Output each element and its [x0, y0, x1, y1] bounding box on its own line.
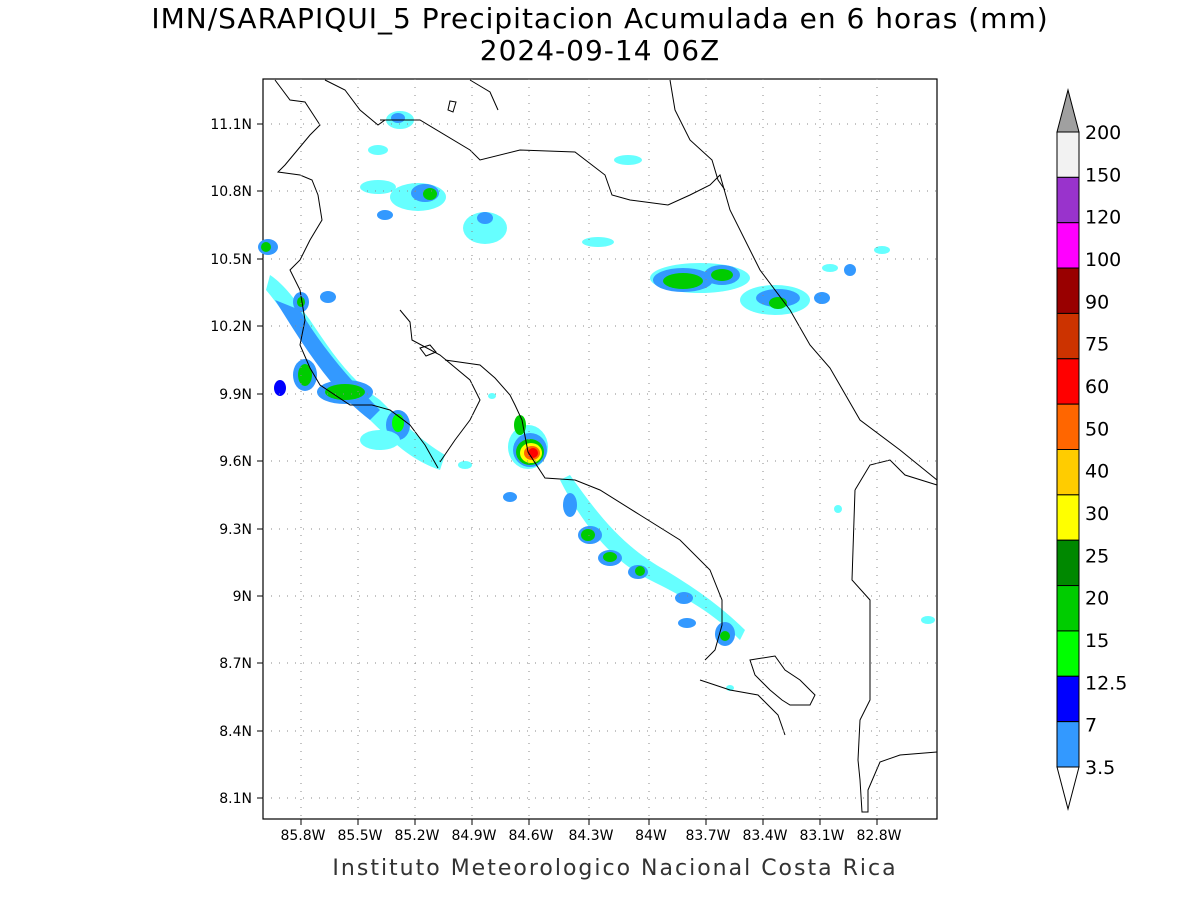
colorbar-label: 50 — [1085, 418, 1109, 440]
colorbar-swatch — [1056, 267, 1080, 314]
colorbar-label: 40 — [1085, 461, 1109, 483]
lat-label: 9N — [233, 589, 252, 605]
lat-label: 11.1N — [210, 117, 252, 133]
colorbar-label: 75 — [1085, 334, 1109, 356]
lat-label: 8.1N — [219, 791, 252, 807]
precipitation-field — [258, 111, 935, 691]
colorbar-label: 3.5 — [1085, 757, 1115, 779]
lat-label: 8.4N — [219, 724, 252, 740]
colorbar-swatch — [1056, 539, 1080, 587]
colorbar-swatch — [1056, 494, 1080, 541]
colorbar-label: 150 — [1085, 164, 1121, 186]
colorbar-lower-triangle — [1056, 766, 1080, 811]
lon-label: 83.1W — [799, 828, 844, 844]
colorbar-label: 200 — [1085, 122, 1121, 144]
colorbar-swatch — [1056, 403, 1080, 450]
colorbar-label: 120 — [1085, 207, 1121, 229]
lon-label: 85.8W — [280, 828, 325, 844]
lat-label: 9.3N — [219, 522, 252, 538]
colorbar-swatch — [1056, 358, 1080, 405]
colorbar-label: 30 — [1085, 503, 1109, 525]
colorbar-label: 100 — [1085, 249, 1121, 271]
lon-label: 84.6W — [508, 828, 553, 844]
colorbar-swatch — [1056, 312, 1080, 360]
lat-label: 10.2N — [210, 319, 252, 335]
colorbar-label: 60 — [1085, 376, 1109, 398]
lon-label: 85.2W — [394, 828, 439, 844]
colorbar-swatch — [1056, 630, 1080, 677]
lon-label: 84.9W — [451, 828, 496, 844]
colorbar-label: 15 — [1085, 630, 1109, 652]
latitude-labels: 11.1N 10.8N 10.5N 10.2N 9.9N 9.6N 9.3N 9… — [210, 117, 252, 807]
longitude-labels: 85.8W 85.5W 85.2W 84.9W 84.6W 84.3W 84W … — [280, 828, 901, 844]
lat-label: 8.7N — [219, 656, 252, 672]
colorbar-swatch — [1056, 585, 1080, 632]
colorbar-label: 7 — [1085, 715, 1097, 737]
colorbar-legend: 200 150 120 100 90 75 60 50 40 30 25 20 15 12.5 7 3.5 — [1056, 88, 1127, 811]
institution-credit: Instituto Meteorologico Nacional Costa R… — [332, 856, 898, 881]
colorbar-swatch — [1056, 222, 1080, 269]
graticule — [263, 79, 937, 819]
colorbar-swatch — [1056, 675, 1080, 723]
colorbar-swatch — [1056, 721, 1080, 768]
lon-label: 84W — [635, 828, 667, 844]
lon-label: 82.8W — [856, 828, 901, 844]
coastlines — [274, 79, 938, 813]
colorbar-label: 20 — [1085, 588, 1109, 610]
colorbar-label: 90 — [1085, 291, 1109, 313]
colorbar-swatch — [1056, 449, 1080, 496]
lat-label: 10.8N — [210, 184, 252, 200]
colorbar-swatch — [1056, 176, 1080, 224]
colorbar-upper-triangle — [1056, 88, 1080, 133]
colorbar-swatch — [1056, 131, 1080, 178]
lat-label: 10.5N — [210, 252, 252, 268]
lat-label: 9.9N — [219, 387, 252, 403]
lon-label: 83.4W — [742, 828, 787, 844]
lon-label: 85.5W — [337, 828, 382, 844]
map-title: IMN/SARAPIQUI_5 Precipitacion Acumulada … — [151, 2, 1049, 35]
colorbar-label: 25 — [1085, 545, 1109, 567]
lat-label: 9.6N — [219, 454, 252, 470]
axis-ticks — [257, 123, 878, 825]
lon-label: 83.7W — [685, 828, 730, 844]
colorbar-label: 12.5 — [1085, 672, 1127, 694]
lon-label: 84.3W — [568, 828, 613, 844]
map-date: 2024-09-14 06Z — [479, 34, 721, 67]
